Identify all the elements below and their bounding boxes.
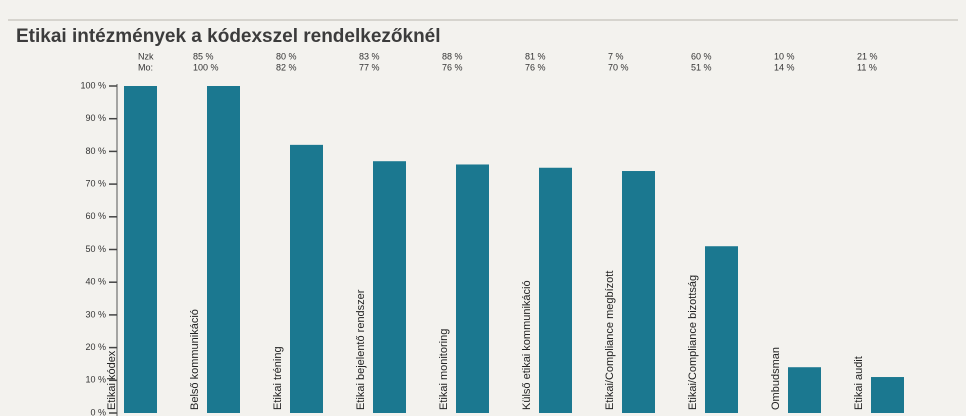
header-value: 76 % bbox=[442, 62, 463, 72]
header-value: 70 % bbox=[608, 62, 629, 72]
bar bbox=[871, 377, 904, 413]
bar bbox=[539, 167, 572, 413]
header-row-name: Mo: bbox=[138, 62, 153, 72]
category-label: Belső kommunikáció bbox=[189, 309, 201, 410]
bar bbox=[373, 161, 406, 413]
header-value: 83 % bbox=[359, 51, 380, 61]
header-value: 80 % bbox=[276, 51, 297, 61]
bar bbox=[705, 246, 738, 413]
category-label: Etikai audit bbox=[853, 356, 865, 410]
bar bbox=[207, 86, 240, 413]
y-tick-label: 80 % bbox=[85, 146, 106, 156]
header-value: 21 % bbox=[857, 51, 878, 61]
category-label: Etikai kódex bbox=[106, 350, 118, 410]
category-label: Etikai bejelentő rendszer bbox=[355, 289, 367, 410]
header-value: 88 % bbox=[442, 51, 463, 61]
bar bbox=[456, 164, 489, 413]
header-value: 85 % bbox=[193, 51, 214, 61]
bar bbox=[788, 367, 821, 413]
chart-title: Etikai intézmények a kódexszel rendelkez… bbox=[16, 26, 441, 47]
header-value: 7 % bbox=[608, 51, 624, 61]
y-tick-label: 20 % bbox=[85, 342, 106, 352]
y-tick-label: 90 % bbox=[85, 113, 106, 123]
y-tick-label: 10 % bbox=[85, 375, 106, 385]
header-value: 11 % bbox=[857, 62, 877, 72]
header-value: 60 % bbox=[691, 51, 712, 61]
category-label: Külső etikai kommunikáció bbox=[521, 280, 533, 410]
header-value: 14 % bbox=[774, 62, 795, 72]
header-value: 82 % bbox=[276, 62, 297, 72]
y-tick-label: 50 % bbox=[85, 244, 106, 254]
category-label: Ombudsman bbox=[770, 347, 782, 410]
category-label: Etikai/Compliance bizottság bbox=[687, 275, 699, 410]
header-value: 51 % bbox=[691, 62, 712, 72]
y-tick-label: 0 % bbox=[90, 407, 106, 416]
bar bbox=[290, 144, 323, 414]
y-tick-label: 40 % bbox=[85, 277, 106, 287]
header-row-name: Nzk bbox=[138, 51, 154, 61]
bar bbox=[124, 86, 157, 413]
category-label: Etikai monitoring bbox=[438, 329, 450, 410]
header-value: 77 % bbox=[359, 62, 380, 72]
header-value: 81 % bbox=[525, 51, 546, 61]
category-label: Etikai tréning bbox=[272, 346, 284, 410]
category-label: Etikai/Compliance megbízott bbox=[604, 271, 616, 410]
header-value: 100 % bbox=[193, 62, 219, 72]
header-value: 10 % bbox=[774, 51, 795, 61]
y-tick-label: 60 % bbox=[85, 211, 106, 221]
y-tick-label: 100 % bbox=[80, 80, 106, 90]
header-value: 76 % bbox=[525, 62, 546, 72]
bar bbox=[622, 171, 655, 413]
y-tick-label: 70 % bbox=[85, 178, 106, 188]
y-tick-label: 30 % bbox=[85, 309, 106, 319]
